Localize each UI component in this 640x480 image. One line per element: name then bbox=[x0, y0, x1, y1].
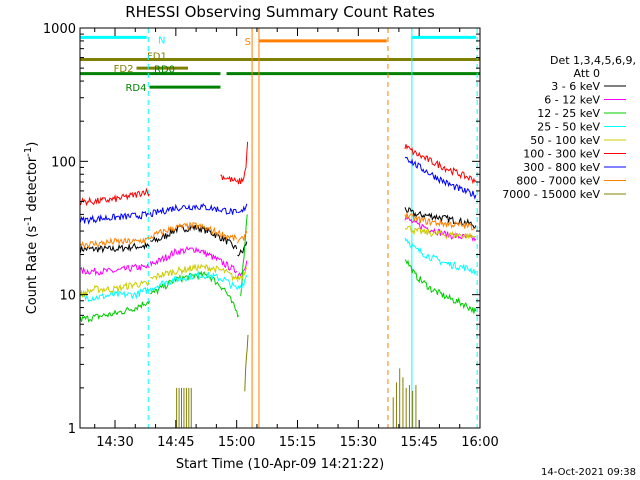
flag-label-rd0: RD0 bbox=[154, 65, 175, 76]
x-tick-label: 14:30 bbox=[96, 435, 133, 450]
legend-label: 100 - 300 keV bbox=[523, 148, 600, 161]
x-tick-label: 15:30 bbox=[340, 435, 377, 450]
y-axis-label: Count Rate (s-1 detector-1) bbox=[23, 142, 40, 315]
x-tick-label: 15:45 bbox=[400, 435, 437, 450]
y-tick-label: 100 bbox=[51, 155, 76, 170]
series-line-5 bbox=[237, 141, 249, 185]
series-line-0 bbox=[150, 224, 238, 250]
series-line-2 bbox=[80, 300, 150, 323]
series-line-5 bbox=[220, 174, 238, 183]
legend-label: 7000 - 15000 keV bbox=[502, 188, 600, 201]
legend-label: 3 - 6 keV bbox=[551, 80, 600, 93]
flag-label-rd4: RD4 bbox=[125, 83, 146, 94]
legend-header-line-1: Det 1,3,4,5,6,9, bbox=[550, 54, 636, 67]
series-line-7 bbox=[404, 212, 477, 231]
y-tick-label: 10 bbox=[59, 289, 76, 304]
series-line-4 bbox=[237, 267, 248, 282]
x-axis-label: Start Time (10-Apr-09 14:21:22) bbox=[176, 457, 384, 472]
series-line-4 bbox=[404, 225, 477, 240]
chart-title: RHESSI Observing Summary Count Rates bbox=[125, 3, 435, 21]
series-line-7 bbox=[80, 236, 150, 249]
x-tick-label: 15:15 bbox=[279, 435, 316, 450]
legend-label: 800 - 7000 keV bbox=[516, 175, 600, 188]
flag-label-fd2: FD2 bbox=[114, 64, 134, 75]
x-tick-label: 14:45 bbox=[157, 435, 194, 450]
series-line-3 bbox=[80, 286, 150, 303]
flag-label-fd1: FD1 bbox=[147, 52, 167, 63]
series-line-6 bbox=[237, 203, 248, 214]
x-tick-label: 15:00 bbox=[218, 435, 255, 450]
y-tick-label: 1000 bbox=[43, 22, 76, 37]
series-lines bbox=[80, 141, 477, 428]
legend-label: 6 - 12 keV bbox=[544, 94, 600, 107]
series-line-4 bbox=[150, 263, 238, 282]
legend-label: 12 - 25 keV bbox=[537, 107, 600, 120]
x-tick-label: 16:00 bbox=[461, 435, 498, 450]
flag-bars: N S FD1 FD2 RD0 RD4 bbox=[80, 35, 480, 94]
series-line-2 bbox=[240, 214, 248, 297]
series-line-6 bbox=[80, 210, 150, 225]
flag-label-s: S bbox=[245, 37, 251, 48]
x-axis: 14:30 14:45 15:00 15:15 15:30 15:45 16:00 bbox=[94, 28, 499, 450]
plot-frame bbox=[79, 27, 481, 429]
series-line-2 bbox=[150, 270, 240, 318]
flag-label-n: N bbox=[158, 35, 165, 46]
series-line-4 bbox=[80, 279, 150, 298]
series-line-3 bbox=[404, 237, 477, 276]
series-line-0 bbox=[80, 241, 150, 254]
series-line-7 bbox=[149, 221, 238, 241]
series-line-5 bbox=[404, 144, 477, 185]
series-line-1 bbox=[149, 245, 238, 274]
timestamp: 14-Oct-2021 09:38 bbox=[541, 467, 636, 478]
y-axis: 1 10 100 1000 bbox=[43, 22, 480, 437]
legend-label: 50 - 100 keV bbox=[530, 134, 600, 147]
series-line-8 bbox=[244, 334, 249, 392]
series-line-5 bbox=[80, 187, 150, 207]
legend-label: 300 - 800 keV bbox=[523, 161, 600, 174]
legend-header-line-2: Att 0 bbox=[574, 67, 600, 80]
series-line-7 bbox=[237, 230, 248, 244]
series-line-3 bbox=[237, 275, 248, 291]
series-line-6 bbox=[404, 156, 477, 200]
series-line-1 bbox=[80, 263, 150, 277]
series-line-6 bbox=[149, 203, 238, 218]
series-line-2 bbox=[404, 259, 477, 314]
legend-label: 25 - 50 keV bbox=[537, 121, 600, 134]
y-tick-label: 1 bbox=[68, 422, 76, 437]
series-line-3 bbox=[149, 270, 238, 294]
